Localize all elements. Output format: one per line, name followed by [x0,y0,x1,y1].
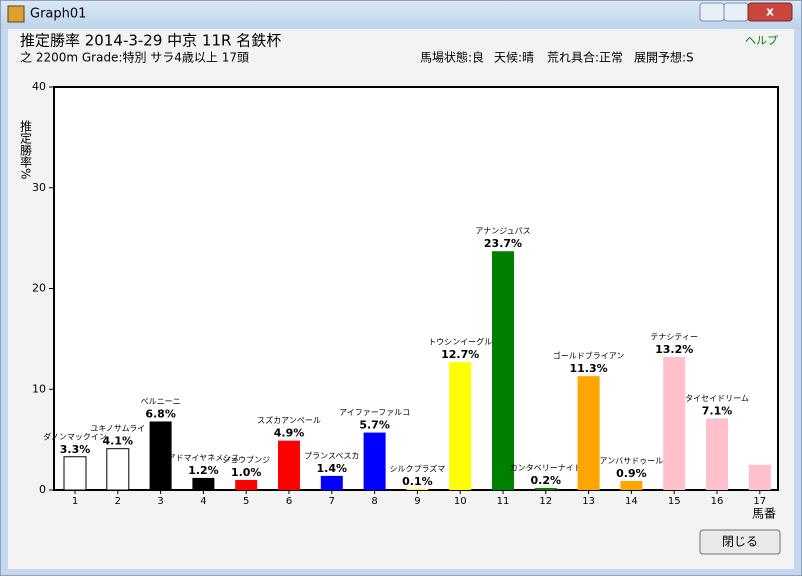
horse-name: ジョウブンジ [222,454,270,464]
y-tick-label: 10 [32,382,46,395]
value-label: 11.3% [570,362,608,375]
y-tick-label: 0 [39,483,46,496]
bar [492,251,514,490]
bar [278,440,300,490]
bar [577,376,600,490]
x-tick-label: 15 [668,496,681,507]
x-tick-label: 4 [200,496,206,507]
horse-name: タイセイドリーム [685,394,749,403]
x-tick-label: 13 [582,496,595,507]
value-label: 0.2% [531,474,562,487]
help-link[interactable]: ヘルプ [745,34,778,47]
horse-name: アナンジュパス [475,227,530,236]
header-subtitle: 之 2200m Grade:特別 サラ4歳以上 17頭 [20,50,249,65]
close-button[interactable] [699,529,781,555]
value-label: 1.4% [317,462,348,475]
horse-name: アンバサドゥール [600,456,664,465]
condition: 展開予想:S [634,50,694,65]
value-label: 1.0% [231,466,262,479]
value-label: 13.2% [655,343,693,356]
horse-name: カンタベリーナイト [510,463,582,472]
value-label: 12.7% [441,348,479,361]
horse-name: アドマイヤネメシス [168,453,240,462]
horse-name: ダノンマックイン [43,431,107,441]
app-icon [7,5,25,23]
x-tick-label: 12 [539,496,552,507]
x-tick-label: 14 [625,496,638,507]
header-title: 推定勝率 2014-3-29 中京 11R 名鉄杯 [20,32,281,50]
x-tick-label: 9 [414,496,420,507]
y-tick-label: 40 [32,80,46,93]
title-bar [1,1,801,29]
horse-name: アイファーファルコ [339,408,410,417]
bar [406,488,429,490]
x-tick-label: 11 [497,496,510,507]
horse-name: ユキノサムライ [90,424,145,433]
bar [149,421,172,490]
value-label: 4.9% [274,427,305,440]
minimize-button[interactable] [699,2,725,22]
x-tick-label: 5 [243,496,249,507]
x-tick-label: 2 [115,496,121,507]
close-window-button[interactable] [747,2,793,22]
value-label: 5.7% [359,419,390,432]
bar [363,432,386,490]
y-axis-label: 推定勝率% [19,120,33,180]
x-tick-label: 6 [286,496,292,507]
close-button-label[interactable]: 閉じる [722,535,758,549]
horse-name: ベルニーニ [141,397,181,406]
y-tick-label: 30 [32,181,46,194]
bar [620,480,643,490]
value-label: 4.1% [103,435,134,448]
horse-name: シルクプラズマ [389,463,445,473]
horse-name: スズカアンペール [257,415,321,425]
value-label: 6.8% [145,407,176,420]
y-tick-label: 20 [32,282,46,295]
bar [748,464,771,490]
condition: 馬場状態:良 [420,50,484,65]
bar [320,475,343,490]
bar [235,479,258,490]
x-tick-label: 3 [157,496,163,507]
value-label: 0.9% [616,467,647,480]
bar [706,418,728,490]
value-label: 1.2% [188,464,219,477]
horse-name: テナシティー [650,333,698,342]
horse-name: トウシンイーグル [428,337,492,347]
value-label: 23.7% [484,237,522,250]
condition: 天候:晴 [494,51,534,65]
bar [663,357,686,490]
x-tick-label: 1 [72,496,78,507]
maximize-button[interactable] [723,2,749,22]
value-label: 3.3% [60,443,91,456]
x-tick-label: 10 [454,496,467,507]
window-title: Graph01 [30,7,86,22]
horse-name: ゴールドブライアン [553,351,625,361]
value-label: 7.1% [702,404,733,417]
x-tick-label: 8 [371,496,377,507]
close-icon: x [766,5,774,19]
value-label: 0.1% [402,475,433,488]
horse-name: プランスペスカ [304,451,359,460]
condition: 荒れ具合:正常 [547,50,623,65]
x-axis-label: 馬番 [752,507,776,521]
bar [534,487,557,490]
bar [192,477,215,490]
x-tick-label: 17 [753,496,766,507]
bar [63,456,87,491]
bar [449,362,472,490]
bar [106,448,130,491]
x-tick-label: 7 [329,496,335,507]
x-tick-label: 16 [711,496,724,507]
